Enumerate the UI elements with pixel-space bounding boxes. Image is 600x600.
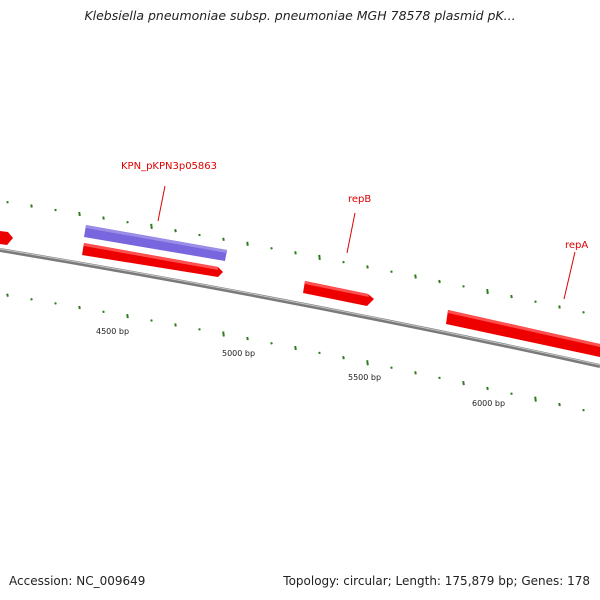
gc-mark — [318, 254, 321, 261]
gc-mark — [510, 294, 513, 299]
gc-mark — [462, 380, 465, 386]
gc-mark — [414, 274, 417, 279]
gc-mark — [486, 288, 489, 295]
gc-mark — [246, 336, 249, 341]
position-label-5500: 5500 bp — [348, 373, 381, 382]
gc-mark — [294, 251, 297, 255]
gc-mark — [30, 298, 33, 301]
gc-mark — [390, 366, 393, 369]
map-title: Klebsiella pneumoniae subsp. pneumoniae … — [84, 8, 516, 23]
gc-mark — [198, 328, 201, 331]
gc-mark — [366, 265, 369, 269]
gc-mark — [78, 211, 81, 217]
gc-mark — [30, 204, 33, 208]
gc-mark — [198, 233, 201, 237]
gc-mark — [54, 208, 57, 212]
gc-mark — [6, 200, 9, 204]
gc-mark — [102, 216, 105, 220]
gc-mark — [270, 342, 273, 345]
gc-mark — [222, 237, 225, 241]
gc-mark — [294, 345, 297, 351]
gc-mark — [270, 247, 273, 250]
plasmid-backbone — [0, 248, 600, 368]
label-line-repa — [563, 251, 576, 300]
gc-mark — [558, 402, 561, 407]
gc-mark — [534, 300, 537, 303]
feature-gene-left-edge[interactable] — [0, 231, 13, 245]
position-label-5000: 5000 bp — [222, 349, 255, 358]
accession-label: Accession: NC_009649 — [9, 574, 146, 588]
gene-label-repa[interactable]: repA — [565, 240, 588, 251]
gene-label-repb[interactable]: repB — [348, 194, 371, 205]
gc-mark — [78, 305, 81, 310]
gc-mark — [342, 260, 345, 264]
label-line-kpn — [157, 185, 166, 222]
gc-mark — [174, 229, 177, 233]
gene-label-kpn[interactable]: KPN_pKPN3p05863 — [121, 161, 217, 172]
gc-mark — [486, 386, 489, 391]
gc-mark — [558, 305, 561, 309]
gc-mark — [150, 223, 153, 230]
gc-mark — [246, 241, 249, 246]
gc-mark — [390, 270, 393, 273]
gc-mark — [6, 293, 9, 297]
position-label-4500: 4500 bp — [96, 327, 129, 336]
label-line-repb — [346, 212, 356, 254]
feature-gene-repa[interactable] — [446, 310, 600, 357]
gc-mark — [462, 285, 465, 288]
gc-mark — [534, 396, 537, 402]
gc-mark — [582, 408, 585, 412]
gc-mark — [342, 356, 345, 360]
gc-mark — [438, 279, 441, 284]
gc-mark — [510, 392, 513, 395]
feature-gene-kpn-forward[interactable] — [82, 243, 223, 277]
feature-kpn-pkpn3p05863[interactable] — [84, 225, 227, 261]
gc-mark — [318, 351, 321, 355]
plasmid-backbone-highlight — [0, 248, 600, 366]
feature-gene-repb[interactable] — [303, 281, 374, 306]
gc-mark — [102, 310, 105, 314]
gc-mark — [174, 323, 177, 327]
gc-mark — [222, 331, 225, 337]
gc-mark — [126, 220, 129, 224]
gc-mark — [414, 371, 417, 375]
gc-mark — [54, 302, 57, 305]
position-label-6000: 6000 bp — [472, 399, 505, 408]
gc-mark — [582, 311, 585, 314]
gc-mark — [126, 313, 129, 319]
gc-mark — [438, 376, 441, 380]
topology-summary: Topology: circular; Length: 175,879 bp; … — [283, 574, 590, 588]
gc-mark — [366, 360, 369, 366]
gc-content-marks — [6, 200, 585, 412]
gc-mark — [150, 319, 153, 322]
